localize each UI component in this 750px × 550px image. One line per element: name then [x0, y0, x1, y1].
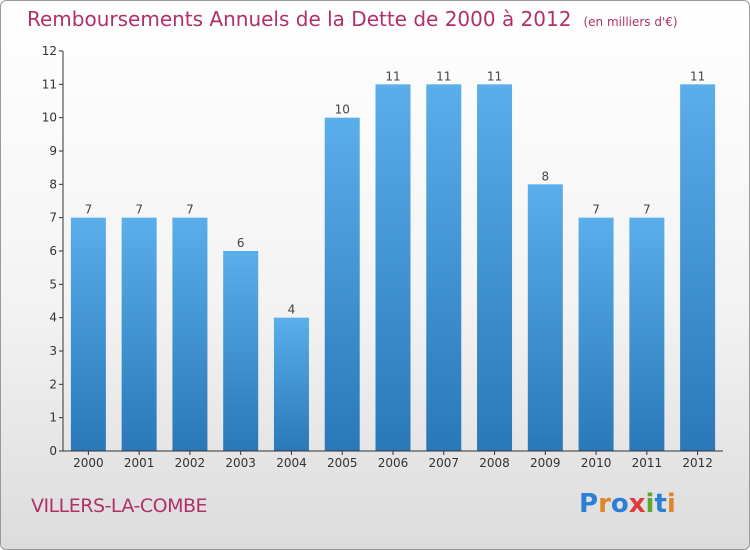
y-tick-11: 11	[42, 77, 57, 91]
x-tick-2008: 2008	[479, 456, 510, 470]
x-tick-2001: 2001	[124, 456, 155, 470]
x-tick-2000: 2000	[73, 456, 104, 470]
y-tick-12: 12	[42, 44, 57, 58]
bar-2000	[70, 217, 106, 451]
bar-2003	[223, 251, 259, 451]
bar-2006	[375, 84, 411, 451]
data-label-2010: 7	[592, 203, 600, 217]
data-label-2001: 7	[135, 203, 143, 217]
bar-2008	[477, 84, 513, 451]
x-tick-2007: 2007	[428, 456, 459, 470]
x-tick-2002: 2002	[175, 456, 206, 470]
data-label-2004: 4	[288, 303, 296, 317]
data-label-2005: 10	[335, 103, 350, 117]
proxiti-logo[interactable]: Proxiti	[579, 489, 676, 519]
chart-unit-note: (en milliers d'€)	[583, 15, 678, 29]
bar-2005	[324, 117, 360, 452]
logo-letter: o	[610, 489, 629, 519]
y-tick-9: 9	[49, 144, 57, 158]
x-tick-2003: 2003	[225, 456, 256, 470]
data-label-2000: 7	[85, 203, 93, 217]
bar-2007	[426, 84, 462, 451]
y-tick-8: 8	[49, 177, 57, 191]
data-label-2008: 11	[487, 69, 502, 83]
y-tick-10: 10	[42, 111, 57, 125]
x-tick-2006: 2006	[378, 456, 409, 470]
bar-2010	[578, 217, 614, 451]
y-tick-3: 3	[49, 344, 57, 358]
y-tick-5: 5	[49, 277, 57, 291]
logo-letter: P	[579, 489, 599, 519]
x-tick-2012: 2012	[682, 456, 713, 470]
bar-2001	[121, 217, 157, 451]
bar-2002	[172, 217, 208, 451]
data-label-2002: 7	[186, 203, 194, 217]
chart-axes: 2000 2001 2002 2003 2004 2005 2006 2007 2008 2009…	[42, 44, 723, 470]
chart-title: Remboursements Annuels de la Dette de 20…	[27, 7, 678, 31]
logo-letter: i	[666, 489, 676, 519]
logo-letter: r	[598, 489, 611, 519]
data-label-2007: 11	[436, 69, 451, 83]
logo-letter: t	[654, 489, 667, 519]
bar-series: 7 7 7 6 4 10 11 11 11 8 7 7 11	[70, 69, 716, 452]
y-tick-6: 6	[49, 244, 57, 258]
y-tick-1: 1	[49, 411, 57, 425]
bar-2004	[273, 317, 309, 451]
data-label-2011: 7	[643, 203, 651, 217]
data-label-2006: 11	[385, 69, 400, 83]
x-tick-2010: 2010	[581, 456, 612, 470]
y-tick-4: 4	[49, 311, 57, 325]
logo-letter: x	[628, 489, 646, 519]
bar-2012	[680, 84, 716, 451]
chart-title-text: Remboursements Annuels de la Dette de 20…	[27, 7, 572, 31]
logo-letter: i	[645, 489, 655, 519]
bar-2011	[629, 217, 665, 451]
x-tick-2005: 2005	[327, 456, 358, 470]
commune-name: VILLERS-LA-COMBE	[31, 495, 208, 517]
y-tick-0: 0	[49, 444, 57, 458]
y-tick-2: 2	[49, 377, 57, 391]
x-tick-2009: 2009	[530, 456, 561, 470]
data-label-2003: 6	[237, 236, 245, 250]
data-label-2012: 11	[690, 69, 705, 83]
data-label-2009: 8	[541, 169, 549, 183]
y-tick-7: 7	[49, 211, 57, 225]
x-tick-2011: 2011	[632, 456, 663, 470]
bar-2009	[527, 184, 563, 452]
x-tick-2004: 2004	[276, 456, 307, 470]
